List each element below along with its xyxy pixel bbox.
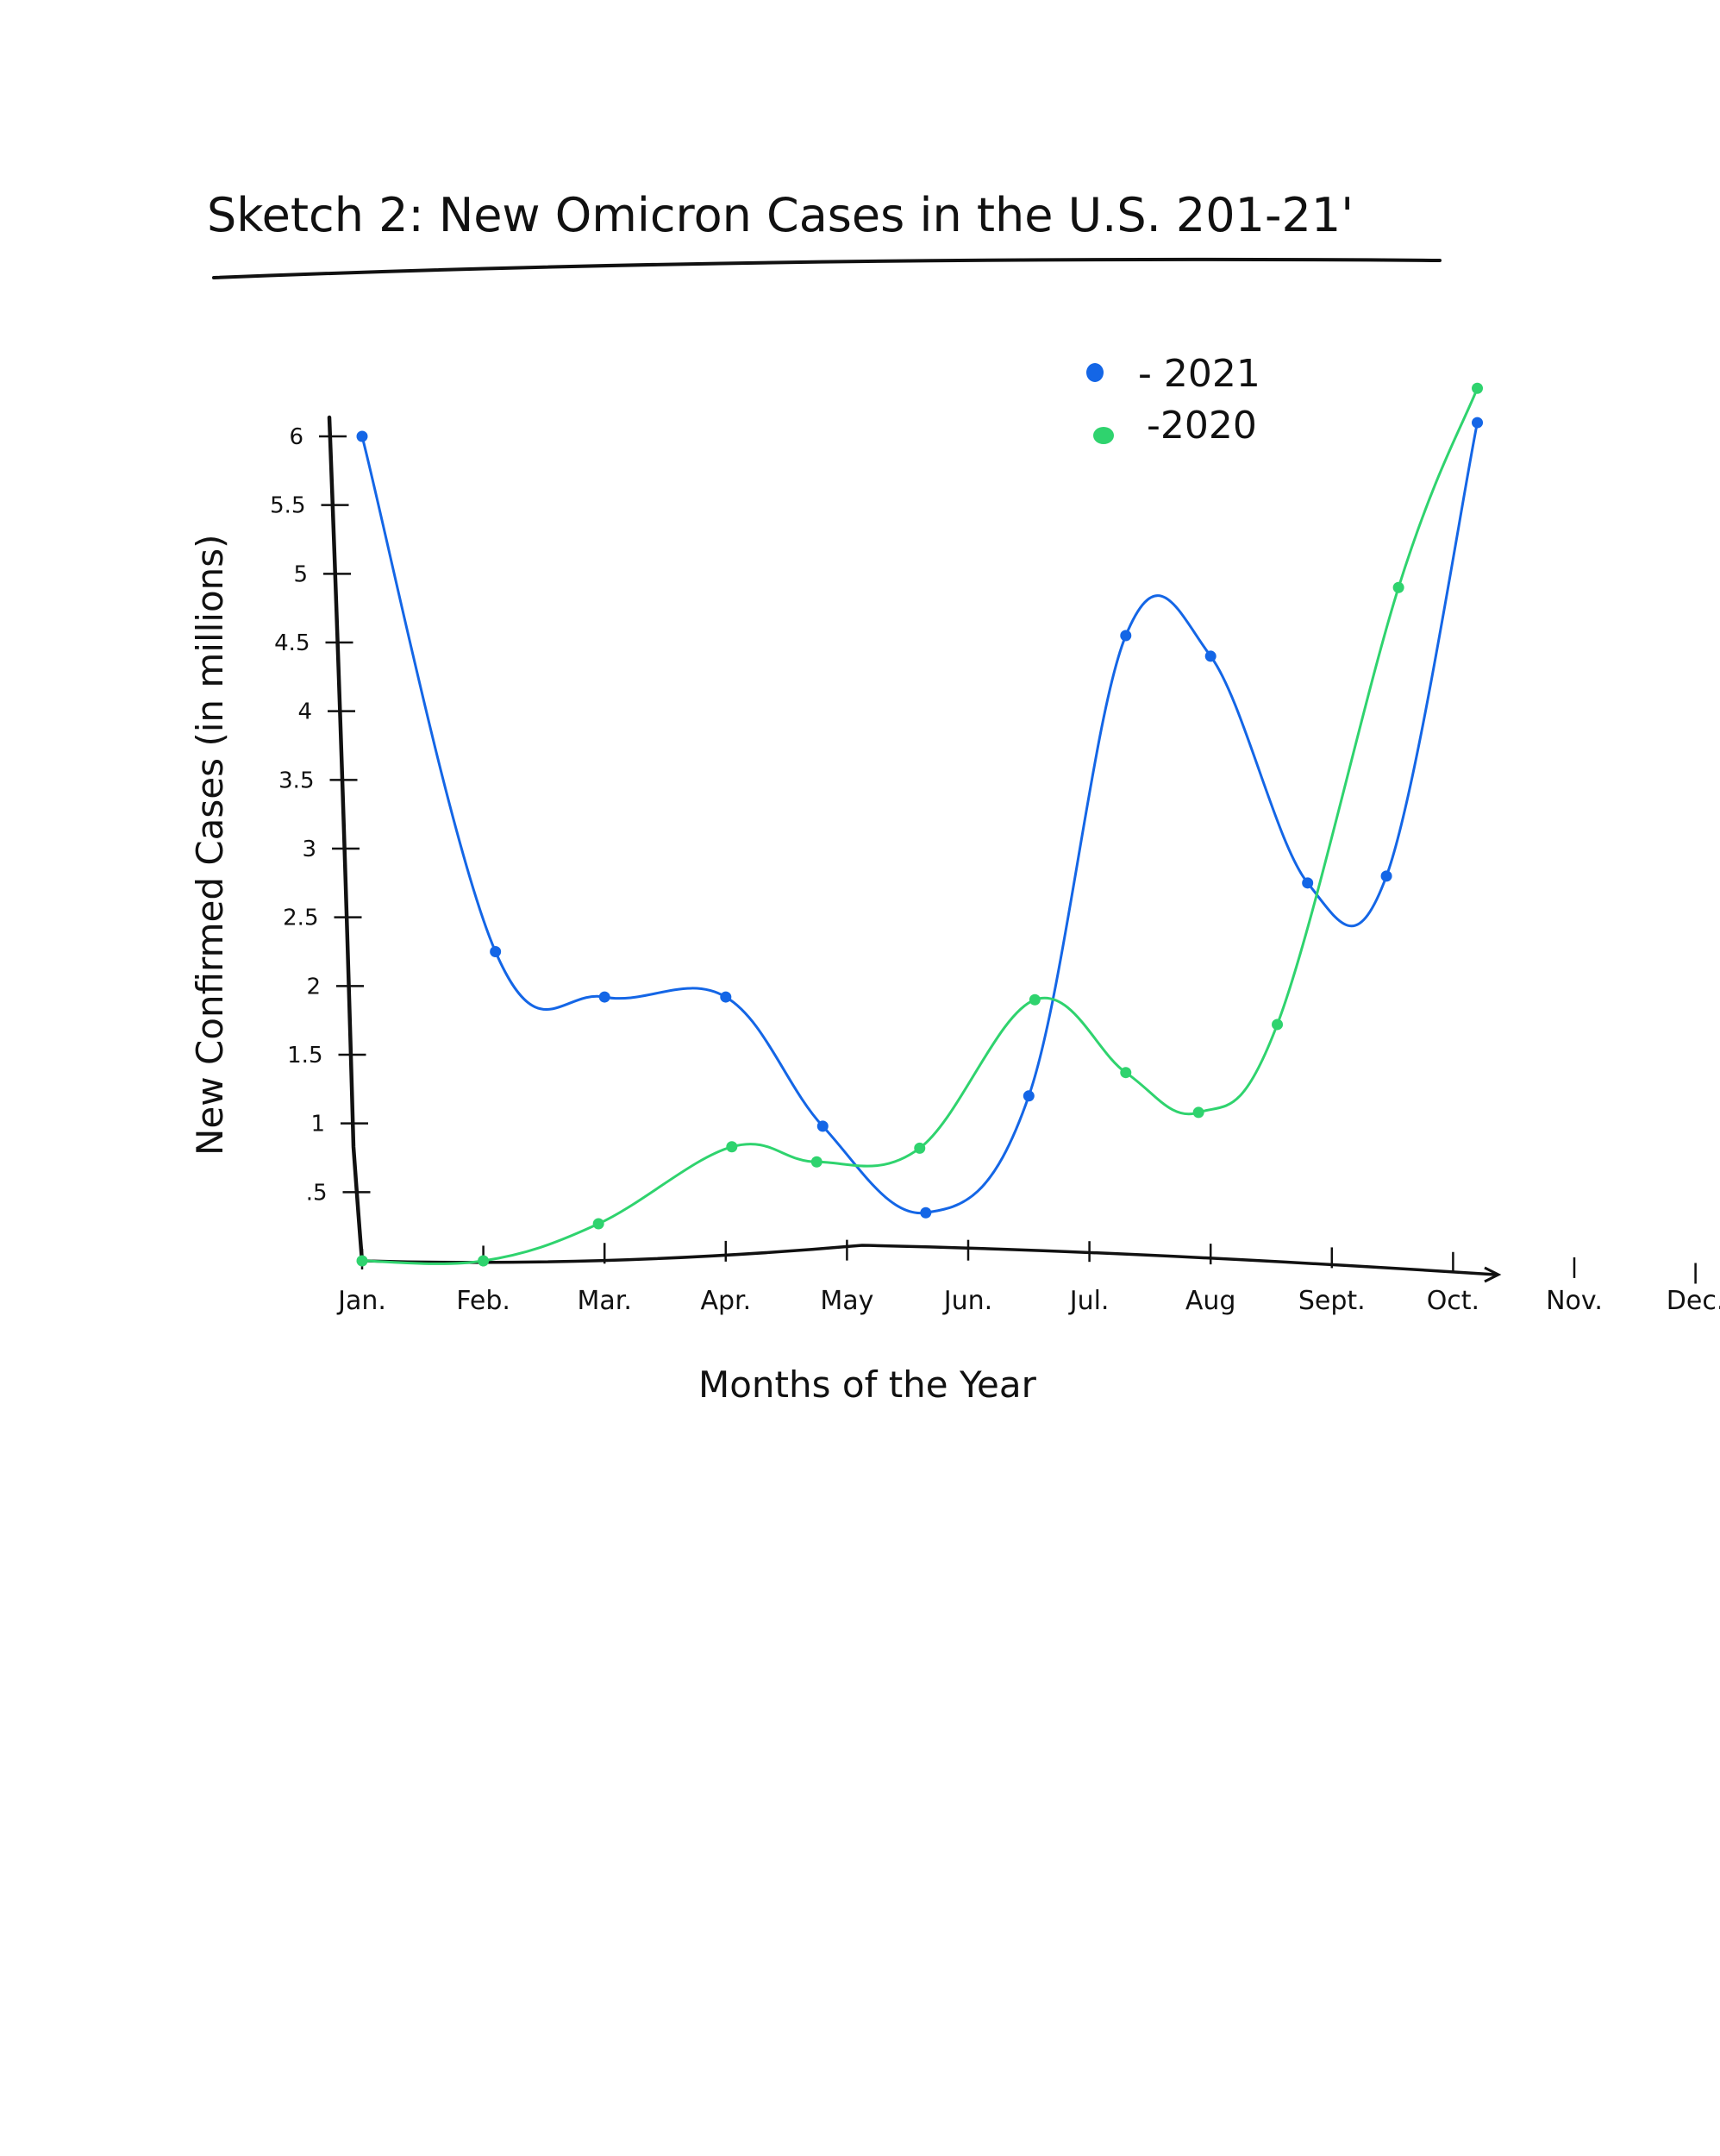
y-tick-label: 1.5 bbox=[287, 1043, 322, 1069]
series-line-2021 bbox=[360, 421, 1479, 1215]
data-point-2021 bbox=[1380, 870, 1392, 882]
y-tick-label: 2.5 bbox=[283, 906, 318, 931]
x-tick-label: Aug bbox=[1185, 1286, 1236, 1316]
data-point-2020 bbox=[1472, 382, 1484, 394]
data-point-2020 bbox=[810, 1156, 822, 1168]
data-point-2021 bbox=[816, 1120, 829, 1132]
x-axis-arrow bbox=[1484, 1266, 1502, 1283]
x-tick-label: Jan. bbox=[336, 1286, 386, 1316]
data-point-2020 bbox=[1120, 1067, 1132, 1079]
y-axis-line bbox=[327, 415, 365, 1263]
series-2021 bbox=[356, 417, 1484, 1219]
data-point-2020 bbox=[478, 1255, 490, 1267]
x-tick-label: Apr. bbox=[700, 1286, 751, 1316]
legend: - 2021 -2020 bbox=[1086, 352, 1260, 448]
title-underline bbox=[212, 257, 1442, 279]
x-axis-ticks: Jan. Feb. Mar. Apr. May Jun. Jul. Aug Sept. Oct. N… bbox=[336, 1239, 1720, 1316]
y-tick-label: 4 bbox=[297, 699, 312, 725]
data-point-2020 bbox=[1272, 1018, 1284, 1031]
x-tick-label: Mar. bbox=[578, 1286, 632, 1316]
y-axis-ticks: .5 1 1.5 2 2.5 3 3.5 4 4.5 5 5.5 6 bbox=[270, 424, 371, 1206]
x-tick-label: Jun. bbox=[942, 1286, 992, 1316]
y-axis-label: New Confirmed Cases (in millions) bbox=[189, 534, 231, 1156]
data-point-2021 bbox=[1023, 1090, 1035, 1102]
y-tick-label: 6 bbox=[289, 424, 303, 450]
data-point-2021 bbox=[920, 1206, 932, 1219]
data-point-2020 bbox=[1392, 581, 1404, 593]
data-point-2020 bbox=[726, 1141, 738, 1153]
x-tick-label: Feb. bbox=[456, 1286, 510, 1316]
data-point-2021 bbox=[720, 991, 732, 1003]
y-tick-label: 5.5 bbox=[270, 493, 305, 519]
y-tick-label: 2 bbox=[306, 974, 321, 1000]
legend-label-2020: -2020 bbox=[1147, 404, 1257, 448]
data-point-2021 bbox=[490, 946, 502, 957]
data-point-2021 bbox=[1472, 417, 1484, 429]
series-2020 bbox=[356, 382, 1484, 1267]
y-tick-label: 1 bbox=[310, 1112, 325, 1138]
data-point-2021 bbox=[1204, 650, 1217, 662]
data-point-2020 bbox=[592, 1218, 604, 1230]
y-tick-label: 3 bbox=[302, 837, 316, 862]
x-tick-label: Dec. bbox=[1667, 1286, 1720, 1316]
x-tick-label: Nov. bbox=[1546, 1286, 1603, 1316]
x-axis-line bbox=[360, 1244, 1498, 1276]
x-tick-label: May bbox=[820, 1286, 873, 1316]
y-tick-label: 5 bbox=[293, 561, 308, 587]
data-point-2020 bbox=[1192, 1106, 1204, 1119]
legend-label-2021: - 2021 bbox=[1138, 352, 1260, 396]
y-tick-label: .5 bbox=[306, 1180, 328, 1206]
series-layer bbox=[356, 382, 1484, 1267]
data-point-2020 bbox=[1029, 993, 1041, 1006]
data-point-2021 bbox=[356, 430, 368, 442]
data-point-2021 bbox=[1120, 630, 1132, 642]
y-tick-label: 4.5 bbox=[274, 630, 310, 656]
legend-marker-2021 bbox=[1086, 363, 1104, 382]
data-point-2021 bbox=[598, 991, 610, 1003]
legend-marker-2020 bbox=[1093, 427, 1114, 444]
data-point-2020 bbox=[914, 1142, 926, 1154]
x-tick-label: Sept. bbox=[1298, 1286, 1366, 1316]
data-point-2021 bbox=[1302, 877, 1314, 889]
x-tick-label: Jul. bbox=[1068, 1286, 1110, 1316]
data-point-2020 bbox=[356, 1255, 368, 1267]
chart-title: Sketch 2: New Omicron Cases in the U.S. … bbox=[207, 188, 1354, 242]
x-tick-label: Oct. bbox=[1427, 1286, 1479, 1316]
y-tick-label: 3.5 bbox=[278, 768, 314, 793]
x-axis-label: Months of the Year bbox=[698, 1363, 1037, 1406]
series-line-2020 bbox=[360, 386, 1479, 1265]
